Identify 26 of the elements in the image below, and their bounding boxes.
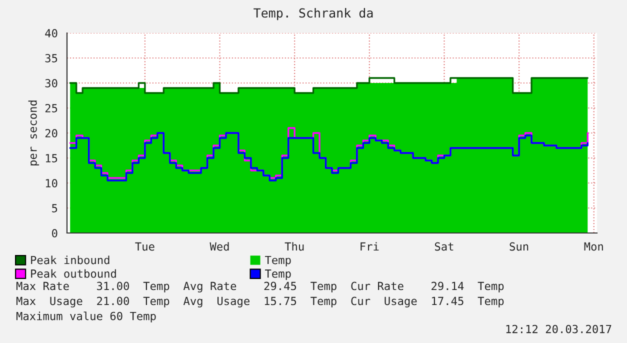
legend-label: Peak outbound (31, 269, 116, 278)
chart-title: Temp. Schrank da (254, 8, 373, 20)
y-tick-label: 25 (45, 104, 58, 112)
y-tick-label: 15 (46, 154, 58, 162)
text: Max Rate 31.00 Temp Avg Rate 29.45 Temp Cur Rate 29.14 Temp (16, 282, 504, 292)
y-tick-label: 0 (52, 229, 58, 238)
y-tick-label: 40 (45, 29, 58, 38)
x-tick-label: Tue (135, 242, 154, 251)
text: Maximum value 60 Temp (16, 312, 156, 322)
y-tick-label: 30 (45, 79, 58, 88)
y-tick-label: 10 (46, 179, 58, 188)
x-tick-label: Wed (210, 242, 229, 251)
x-tick-label: Thu (284, 242, 304, 251)
x-tick-label: Fri (360, 242, 379, 251)
text: 12:12 20.03.2017 (506, 324, 612, 334)
x-tick-label: Sat (434, 242, 454, 251)
y-tick-label: 20 (45, 129, 58, 138)
x-tick-label: Sun (510, 242, 528, 251)
x-tick-label: Mon (584, 242, 603, 251)
legend-label: Temp (264, 270, 291, 280)
legend-label: Temp (264, 256, 291, 266)
y-tick-label: 5 (52, 204, 58, 212)
legend-label: Peak inbound (31, 256, 110, 264)
y-tick-label: 35 (45, 54, 58, 62)
y-axis-title: per second (28, 100, 40, 166)
text: Max Usage 21.00 Temp Avg Usage 15.75 Temp Cur Usage 17.45 Temp (16, 296, 504, 308)
